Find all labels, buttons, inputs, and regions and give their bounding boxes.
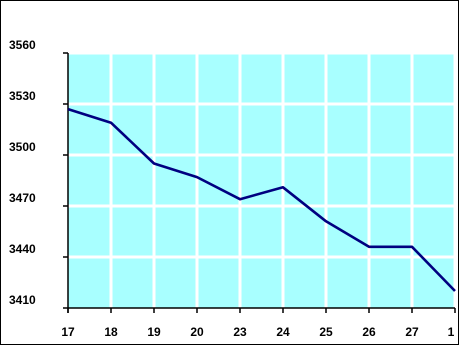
grid-lines xyxy=(68,51,457,308)
plot-area xyxy=(68,53,455,308)
x-tick-label: 23 xyxy=(233,325,247,339)
x-tick-label: 25 xyxy=(319,325,333,339)
y-axis-ticks: 3410 3440 3470 3500 3530 3560 xyxy=(9,38,68,309)
x-axis-ticks: 17 18 19 20 23 24 25 26 27 1 xyxy=(61,308,456,339)
x-tick-label: 24 xyxy=(276,325,290,339)
x-tick-label: 17 xyxy=(61,325,75,339)
x-tick-label: 20 xyxy=(190,325,204,339)
x-tick-label: 26 xyxy=(362,325,376,339)
y-tick-label: 3560 xyxy=(9,38,36,52)
axes xyxy=(67,53,455,313)
y-tick-label: 3530 xyxy=(9,89,36,103)
x-tick-label: 19 xyxy=(147,325,161,339)
x-tick-label: 1 xyxy=(448,325,455,339)
y-tick-label: 3440 xyxy=(9,242,36,256)
y-tick-label: 3410 xyxy=(9,293,36,307)
x-tick-label: 27 xyxy=(405,325,419,339)
series-line xyxy=(67,107,456,292)
y-tick-label: 3500 xyxy=(9,140,36,154)
series-layer xyxy=(67,107,456,292)
x-tick-label: 18 xyxy=(104,325,118,339)
y-tick-label: 3470 xyxy=(9,191,36,205)
